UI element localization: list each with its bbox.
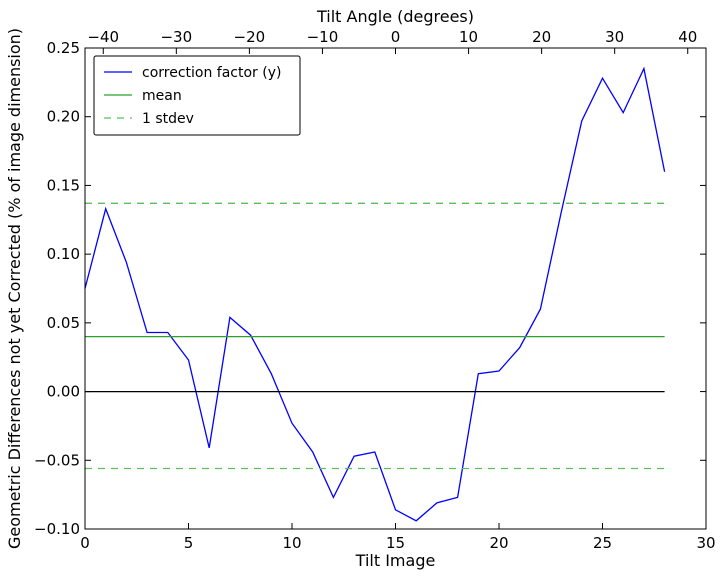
series-layer: [84, 66, 666, 522]
legend-box: [93, 55, 301, 136]
y-tick-label: 0.25: [47, 39, 80, 57]
x-tick-label: 0: [80, 534, 90, 552]
x-tick-label: 5: [184, 534, 194, 552]
top-tick-label: −10: [307, 28, 339, 46]
top-tick-label: 20: [532, 28, 551, 46]
x-tick-label: 30: [696, 534, 715, 552]
legend-label: 1 stdev: [142, 111, 194, 127]
top-tick-label: 40: [678, 28, 697, 46]
top-tick-label: 0: [391, 28, 401, 46]
y-tick-label: −0.05: [34, 451, 80, 469]
legend-label: mean: [142, 88, 182, 104]
ticks-layer: 0 5 10 15 20 25 30 −0.10 −0.05 0.00 0.05 0.10 0.15 0.…: [34, 28, 716, 552]
x-tick-label: 20: [489, 534, 508, 552]
top-axis-title: Tilt Angle (degrees): [316, 7, 474, 26]
top-tick-label: 10: [459, 28, 478, 46]
y-axis-title: Geometric Differences not yet Corrected …: [5, 28, 24, 549]
top-tick-label: −40: [87, 28, 119, 46]
x-axis-title: Tilt Image: [355, 551, 436, 570]
x-tick-label: 15: [386, 534, 405, 552]
legend: correction factor (y) mean 1 stdev: [93, 55, 301, 136]
y-tick-label: 0.10: [47, 245, 80, 263]
top-tick-label: −20: [234, 28, 266, 46]
legend-label: correction factor (y): [142, 65, 281, 81]
x-tick-label: 10: [282, 534, 301, 552]
y-tick-label: 0.15: [47, 176, 80, 194]
y-tick-label: 0.00: [47, 383, 80, 401]
y-tick-label: 0.20: [47, 108, 80, 126]
x-tick-label: 25: [593, 534, 612, 552]
y-tick-label: 0.05: [47, 314, 80, 332]
series-correction-factor-y: [84, 66, 666, 522]
top-tick-label: −30: [160, 28, 192, 46]
y-tick-label: −0.10: [34, 520, 80, 538]
top-tick-label: 30: [605, 28, 624, 46]
